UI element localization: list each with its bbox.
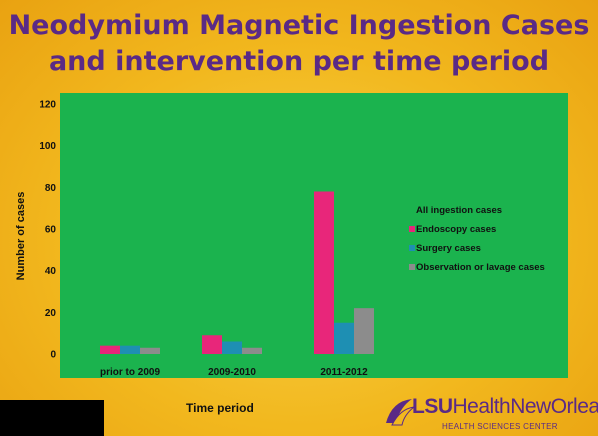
legend-item: Endoscopy cases	[416, 224, 496, 235]
chart-title-line2: and intervention per time period	[48, 46, 550, 77]
black-overlay-box	[0, 400, 104, 436]
bar-observation-or-lavage-cases-1	[242, 347, 262, 354]
bar-endoscopy-cases-2	[314, 191, 334, 354]
bar-endoscopy-cases-1	[202, 335, 222, 354]
logo-city: NewOrleans	[510, 395, 598, 418]
y-tick-label: 120	[39, 100, 56, 111]
x-tick-label: 2011-2012	[320, 367, 368, 378]
y-tick-label: 60	[45, 225, 57, 236]
y-tick-label: 0	[50, 350, 56, 361]
bar-surgery-cases-0	[120, 345, 140, 354]
bar-surgery-cases-1	[222, 341, 242, 354]
bar-observation-or-lavage-cases-0	[140, 347, 160, 354]
x-axis-label: Time period	[186, 401, 254, 415]
legend-item: Surgery cases	[416, 243, 481, 254]
chart-title-line1: Neodymium Magnetic Ingestion Cases	[8, 10, 590, 41]
bar-endoscopy-cases-0	[100, 345, 120, 354]
y-tick-label: 80	[45, 183, 57, 194]
legend-item: Observation or lavage cases	[416, 262, 545, 273]
y-tick-label: 40	[45, 266, 57, 277]
logo-lsu: LSU	[412, 395, 453, 418]
y-tick-label: 20	[45, 308, 57, 319]
x-tick-label: prior to 2009	[100, 367, 160, 378]
lsu-health-logo: LSUHealthNewOrleans HEALTH SCIENCES CENT…	[382, 393, 598, 435]
legend-swatch	[409, 245, 415, 251]
logo-wordmark: LSUHealthNewOrleans	[412, 395, 598, 419]
x-tick-label: 2009-2010	[208, 367, 256, 378]
logo-subtitle: HEALTH SCIENCES CENTER	[442, 422, 558, 431]
logo-emblem-icon	[386, 399, 416, 426]
y-tick-label: 100	[39, 141, 56, 152]
bar-observation-or-lavage-cases-2	[354, 308, 374, 354]
y-axis-label: Number of cases	[15, 192, 27, 281]
legend-swatch	[409, 264, 415, 270]
legend-item: All ingestion cases	[416, 205, 502, 216]
bar-surgery-cases-2	[334, 322, 354, 354]
legend-swatch	[409, 226, 415, 232]
logo-health: Health	[452, 395, 511, 418]
